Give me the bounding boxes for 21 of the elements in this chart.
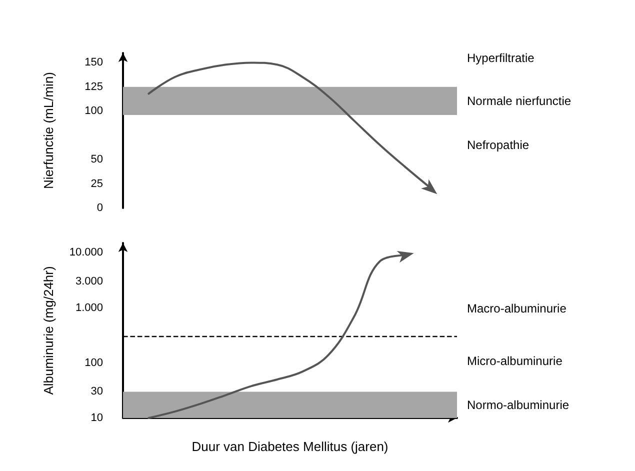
y-tick-label: 150 — [84, 56, 103, 69]
y-tick-label: 1.000 — [75, 302, 103, 314]
text: Hyperfiltratie — [467, 51, 535, 66]
y-tick-label: 25 — [90, 178, 103, 190]
y-tick-label: 3.000 — [75, 276, 103, 288]
x-axis-title: Duur van Diabetes Mellitus (jaren) — [192, 439, 388, 454]
band-label: Normale nierfunctie — [467, 94, 572, 108]
text: Macro-albuminurie — [467, 302, 567, 316]
y-tick-label: 30 — [90, 386, 103, 398]
y-tick-label: 100 — [84, 356, 103, 369]
text: Micro-albuminurie — [467, 354, 563, 368]
y-tick-label: 10.000 — [69, 246, 103, 259]
y-tick-label: 0 — [96, 202, 103, 214]
y-tick-label: 10 — [90, 412, 103, 424]
text: Nefropathie — [467, 138, 530, 152]
y-tick-label: 125 — [84, 80, 103, 93]
y-tick-label: 100 — [84, 105, 103, 118]
y-axis-title: Albuminurie (mg/24hr) — [41, 266, 56, 395]
y-tick-label: 50 — [90, 154, 103, 166]
y-axis-title: Nierfunctie (mL/min) — [41, 72, 56, 190]
band-label: Normo-albuminurie — [467, 398, 570, 412]
